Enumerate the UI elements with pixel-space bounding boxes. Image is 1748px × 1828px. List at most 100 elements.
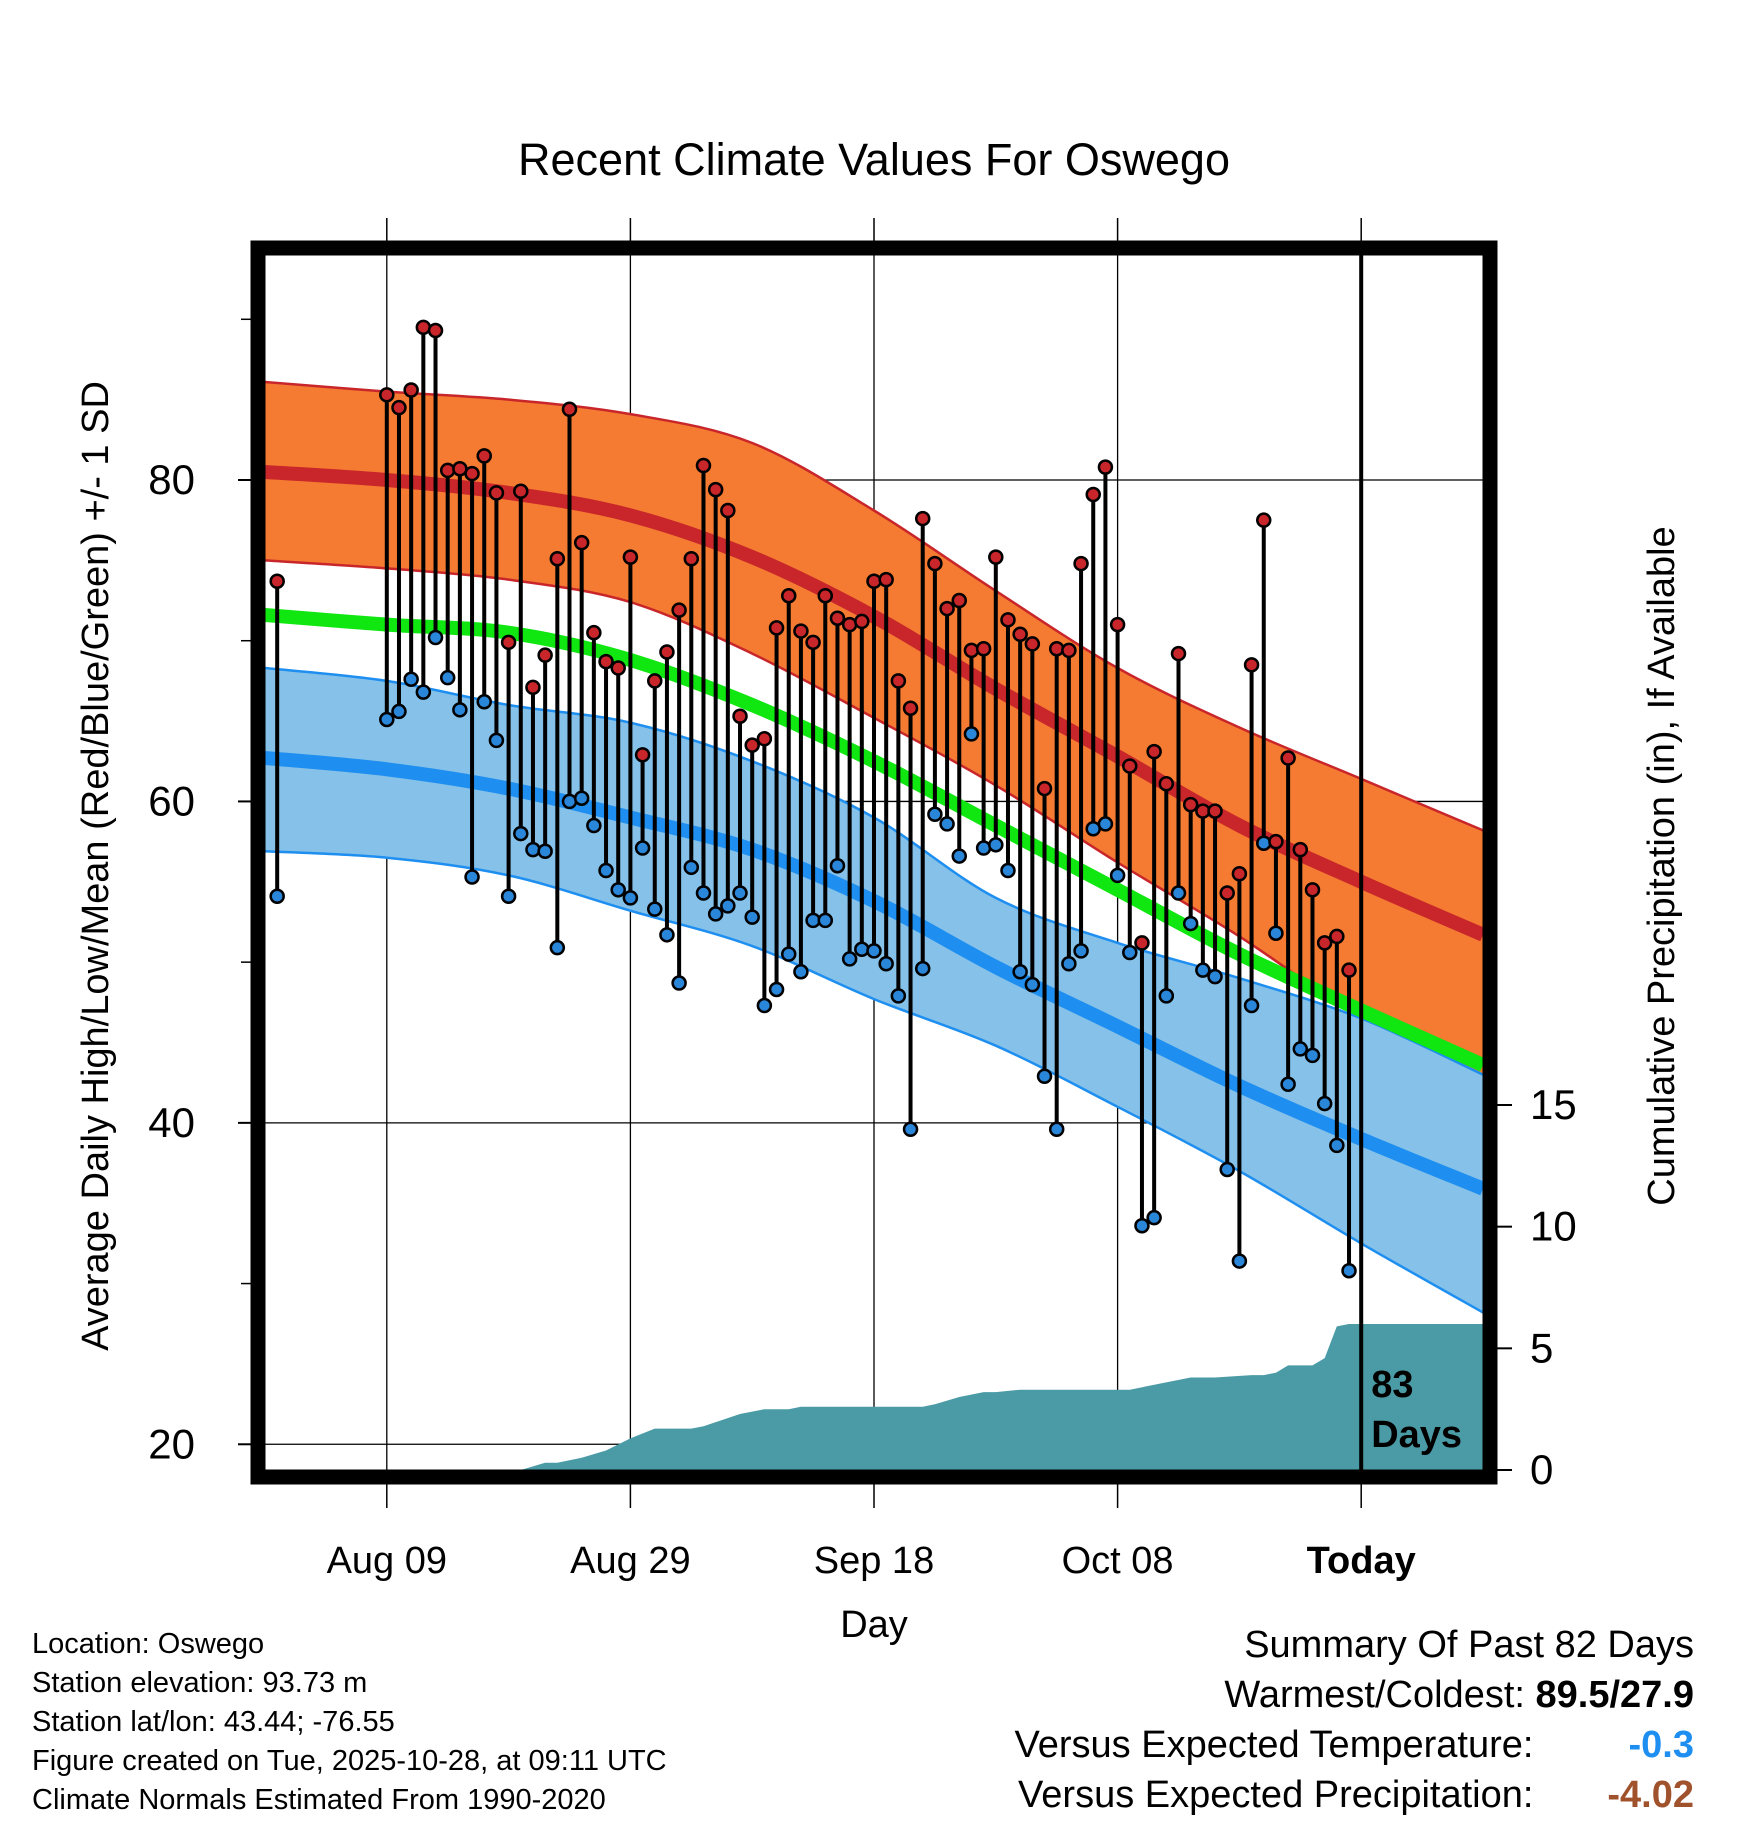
daily-low-point <box>1061 956 1077 972</box>
daily-high-point <box>780 587 797 604</box>
daily-low-point <box>488 732 505 749</box>
daily-high-point <box>634 747 651 763</box>
daily-low-point <box>902 1121 919 1138</box>
daily-high-point <box>975 641 992 657</box>
daily-high-point <box>805 634 821 651</box>
daily-high-point <box>513 483 529 499</box>
daily-high-point <box>988 549 1004 565</box>
daily-low-point <box>1158 988 1175 1004</box>
summary-warmest-row: Warmest/Coldest: 89.5/27.9 <box>1015 1670 1694 1720</box>
daily-high-point <box>914 510 931 527</box>
latlon-text: Station lat/lon: 43.44; -76.55 <box>32 1706 395 1738</box>
precipitation-area <box>265 1324 1483 1470</box>
warmest-label: Warmest/Coldest: <box>1224 1674 1525 1716</box>
daily-high-point <box>1012 626 1028 643</box>
warmest-value: 89.5/27.9 <box>1535 1674 1694 1716</box>
today-days-count: 83 <box>1371 1364 1413 1406</box>
daily-low-point <box>634 840 651 856</box>
location-text: Location: Oswego <box>32 1628 265 1660</box>
daily-high-point <box>707 481 724 498</box>
summary-panel: Summary Of Past 82 Days Warmest/Coldest:… <box>1015 1620 1694 1820</box>
daily-low-point <box>391 703 407 720</box>
daily-low-point <box>1024 976 1041 993</box>
daily-low-point <box>1012 964 1028 980</box>
daily-high-point <box>1036 780 1053 797</box>
daily-low-point <box>1207 968 1223 985</box>
chart-title: Recent Climate Values For Oswego <box>518 134 1230 185</box>
daily-high-point <box>1341 962 1357 978</box>
daily-low-point <box>403 671 419 688</box>
daily-low-point <box>744 909 760 925</box>
daily-low-point <box>927 806 943 823</box>
daily-high-point <box>1256 512 1272 528</box>
daily-high-point <box>1000 612 1016 628</box>
daily-low-point <box>1304 1047 1321 1064</box>
daily-high-point <box>671 602 687 618</box>
daily-high-point <box>500 634 517 651</box>
daily-high-point <box>1085 486 1101 503</box>
daily-high-point <box>1243 657 1260 673</box>
daily-low-point <box>939 816 955 832</box>
daily-low-point <box>1182 915 1199 932</box>
daily-high-point <box>464 465 480 482</box>
today-marker: 83 Days <box>1359 252 1462 1473</box>
y-tick-label: 60 <box>148 777 195 824</box>
daily-low-point <box>768 981 785 998</box>
daily-high-point <box>756 731 773 747</box>
daily-high-point <box>403 382 419 398</box>
y-axis-label: Average Daily High/Low/Mean (Red/Blue/Gr… <box>75 381 117 1351</box>
daily-low-point <box>452 702 468 718</box>
daily-low-point <box>1268 925 1284 941</box>
daily-low-point <box>1280 1076 1296 1093</box>
daily-low-point <box>1329 1137 1345 1154</box>
summary-title: Summary Of Past 82 Days <box>1244 1624 1694 1666</box>
y-tick-label: 80 <box>148 456 195 503</box>
daily-low-point <box>439 669 456 686</box>
daily-low-point <box>586 817 602 834</box>
y2-tick-label: 5 <box>1530 1324 1553 1371</box>
daily-high-point <box>659 644 675 660</box>
daily-high-point <box>610 660 626 676</box>
daily-high-point <box>720 502 736 519</box>
daily-low-point <box>1316 1095 1333 1112</box>
daily-low-point <box>780 946 797 962</box>
daily-low-point <box>500 888 517 904</box>
daily-low-point <box>1000 862 1016 879</box>
daily-low-point <box>1048 1121 1065 1138</box>
daily-high-point <box>768 620 785 636</box>
daily-high-point <box>1170 645 1187 662</box>
today-days-label: Days <box>1371 1414 1462 1456</box>
x-axis-label: Day <box>840 1604 908 1646</box>
y-tick-label: 40 <box>148 1099 195 1146</box>
daily-high-point <box>622 549 639 565</box>
daily-low-point <box>951 848 968 864</box>
daily-high-point <box>1292 841 1309 858</box>
daily-high-point <box>793 623 809 639</box>
daily-low-point <box>537 843 553 859</box>
axes: 20 40 60 80 0 5 10 15 Aug 09 Aug 29 Sep 18 Oct 08 To… <box>148 218 1577 1582</box>
daily-low-point <box>1073 943 1089 959</box>
daily-low-point <box>476 694 492 710</box>
daily-high-point <box>1048 641 1065 657</box>
daily-low-point <box>963 726 980 742</box>
plot-frame <box>250 240 1498 1485</box>
daily-low-point <box>1231 1253 1248 1269</box>
daily-low-point <box>610 882 626 898</box>
x-tick-label: Aug 09 <box>327 1540 447 1582</box>
y-tick-label: 20 <box>148 1420 195 1467</box>
daily-low-point <box>878 956 894 972</box>
daily-high-point <box>598 653 614 670</box>
daily-high-point <box>1329 928 1345 945</box>
daily-high-point <box>744 737 760 753</box>
summary-precip-row: Versus Expected Precipitation: -4.02 <box>1015 1770 1694 1820</box>
elevation-text: Station elevation: 93.73 m <box>32 1667 368 1699</box>
daily-low-point <box>415 684 432 700</box>
daily-high-point <box>939 600 955 617</box>
daily-low-point <box>573 790 590 806</box>
temp-label: Versus Expected Temperature: <box>1014 1724 1534 1766</box>
daily-low-point <box>829 857 846 874</box>
daily-high-point <box>537 647 553 663</box>
daily-low-point <box>379 711 395 728</box>
daily-low-point <box>1109 867 1126 884</box>
